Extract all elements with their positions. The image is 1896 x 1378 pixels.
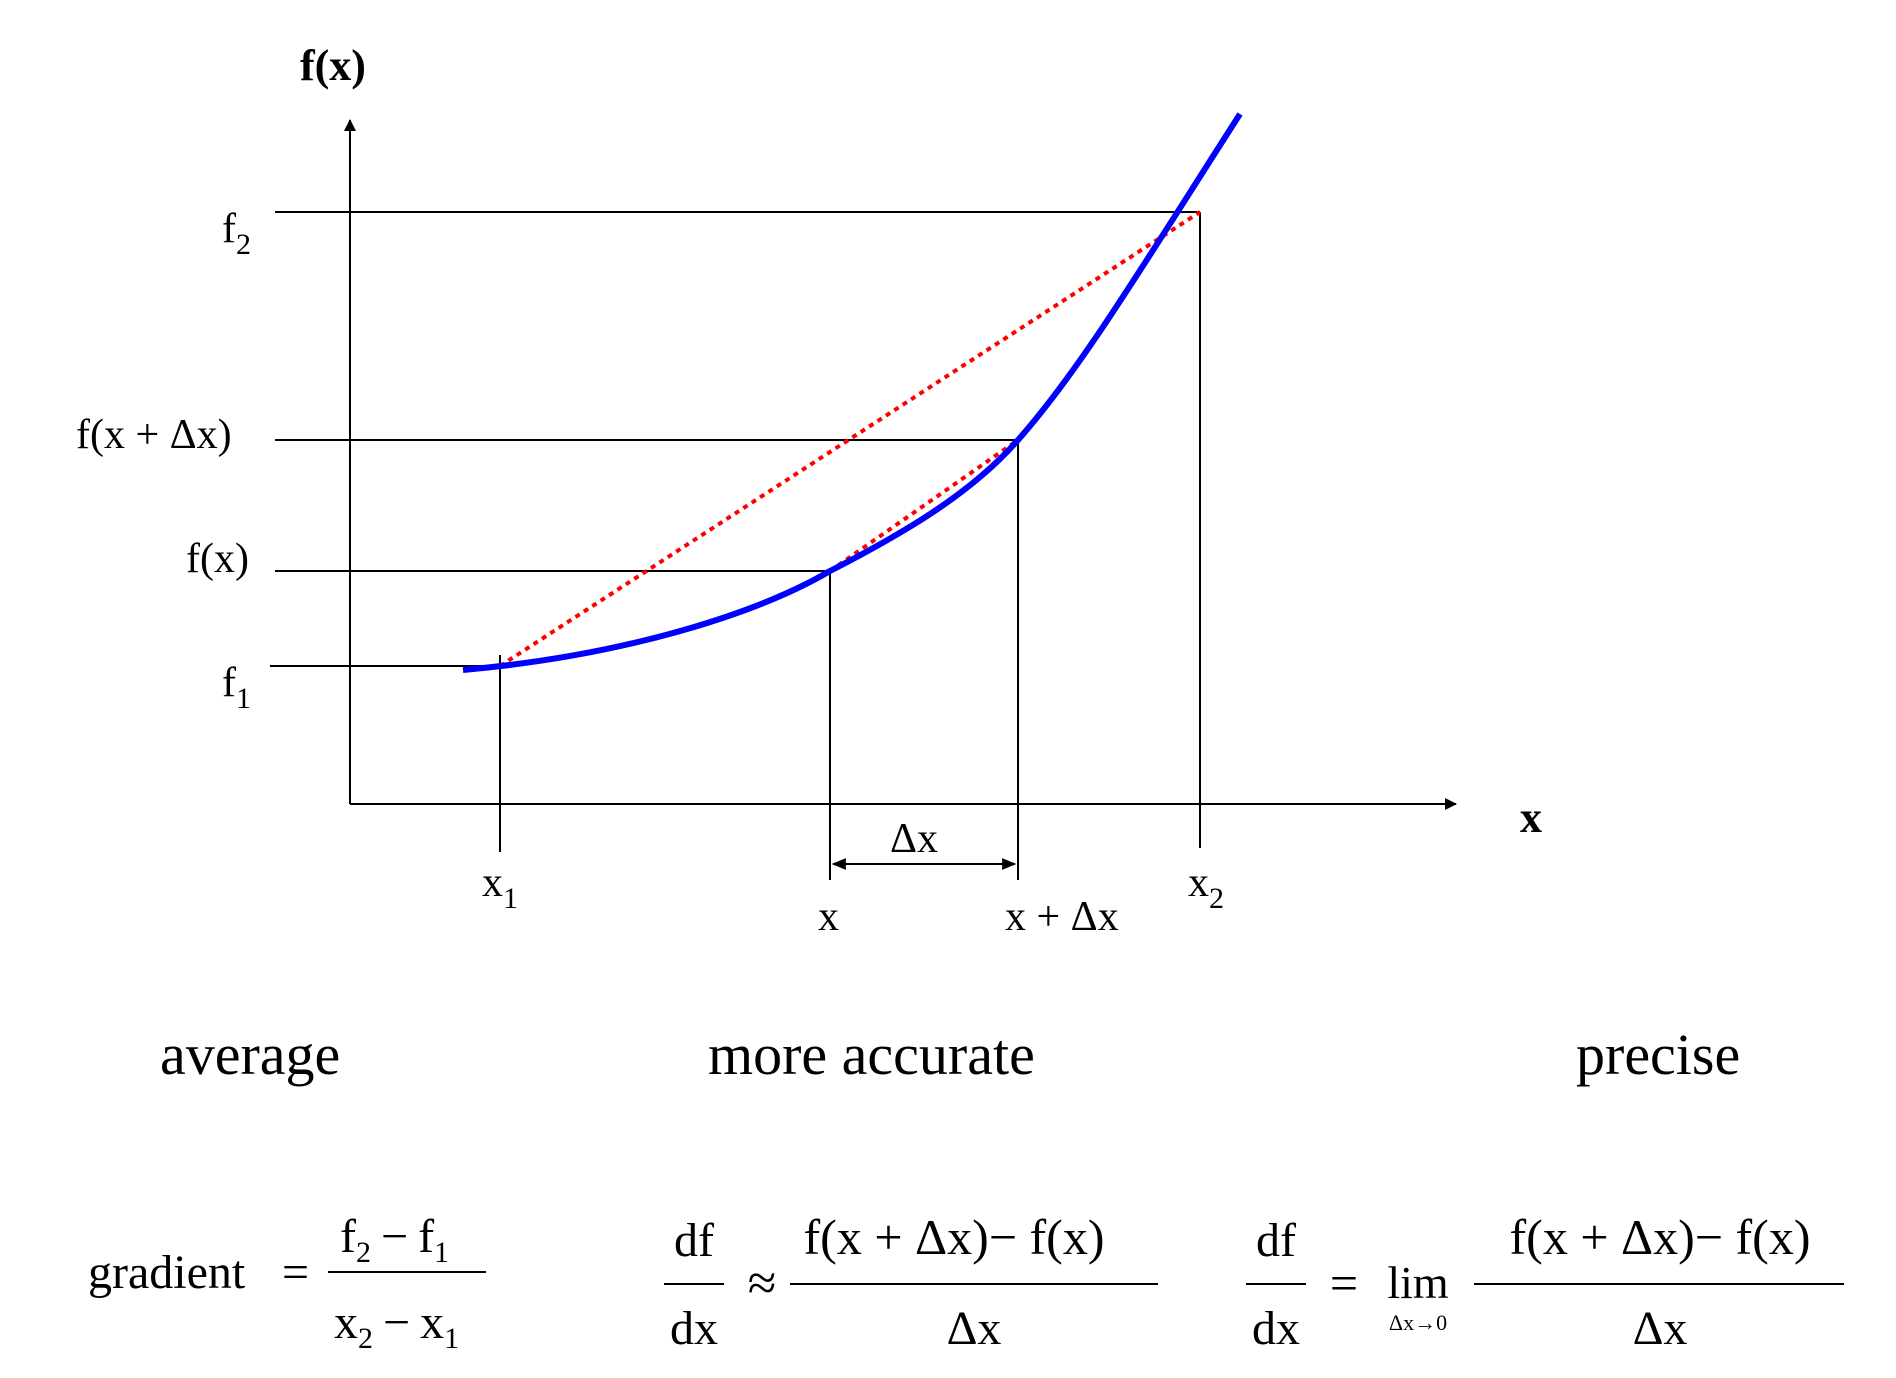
- function-curve: [462, 112, 1243, 673]
- svg-text:dx: dx: [1252, 1302, 1300, 1355]
- formula-approx: df dx ≈ f(x + Δx)− f(x) Δx: [664, 1209, 1158, 1355]
- caption-more-accurate: more accurate: [708, 1022, 1035, 1087]
- tick-f2: f2: [222, 206, 251, 261]
- delta-x-label: Δx: [890, 816, 938, 862]
- tick-x1: x1: [482, 860, 518, 915]
- secant-accurate: [828, 438, 1020, 573]
- caption-average: average: [160, 1022, 340, 1087]
- svg-text:gradient: gradient: [88, 1246, 246, 1299]
- svg-text:f2−f1: f2− f1: [340, 1210, 449, 1269]
- svg-text:lim: lim: [1387, 1257, 1449, 1308]
- tick-f1: f1: [222, 660, 251, 715]
- formula-gradient: gradient = f2− f1 x2− x1: [88, 1210, 486, 1355]
- formula-limit: df dx = lim Δx→0 f(x + Δx)− f(x) Δx: [1246, 1209, 1844, 1355]
- y-axis-label: f(x): [300, 41, 366, 90]
- caption-precise: precise: [1576, 1022, 1740, 1087]
- tick-fx: f(x): [186, 536, 249, 582]
- svg-text:f(x + Δx)− f(x): f(x + Δx)− f(x): [804, 1209, 1105, 1265]
- tick-x: x: [818, 894, 839, 940]
- svg-text:df: df: [1256, 1214, 1296, 1267]
- svg-text:Δx: Δx: [1633, 1302, 1688, 1355]
- svg-text:=: =: [1330, 1255, 1358, 1311]
- svg-text:Δx: Δx: [947, 1302, 1002, 1355]
- svg-text:=: =: [282, 1246, 309, 1299]
- svg-text:Δx→0: Δx→0: [1389, 1310, 1447, 1335]
- svg-text:df: df: [674, 1214, 714, 1267]
- svg-text:≈: ≈: [748, 1255, 777, 1312]
- x-axis-label: x: [1520, 793, 1542, 842]
- tick-xdx: x + Δx: [1005, 894, 1119, 940]
- svg-text:f(x + Δx)− f(x): f(x + Δx)− f(x): [1510, 1209, 1811, 1265]
- tick-x2: x2: [1188, 860, 1224, 915]
- svg-text:x2−x1: x2− x1: [334, 1296, 459, 1355]
- tick-fxdx: f(x + Δx): [76, 412, 232, 458]
- svg-text:dx: dx: [670, 1302, 718, 1355]
